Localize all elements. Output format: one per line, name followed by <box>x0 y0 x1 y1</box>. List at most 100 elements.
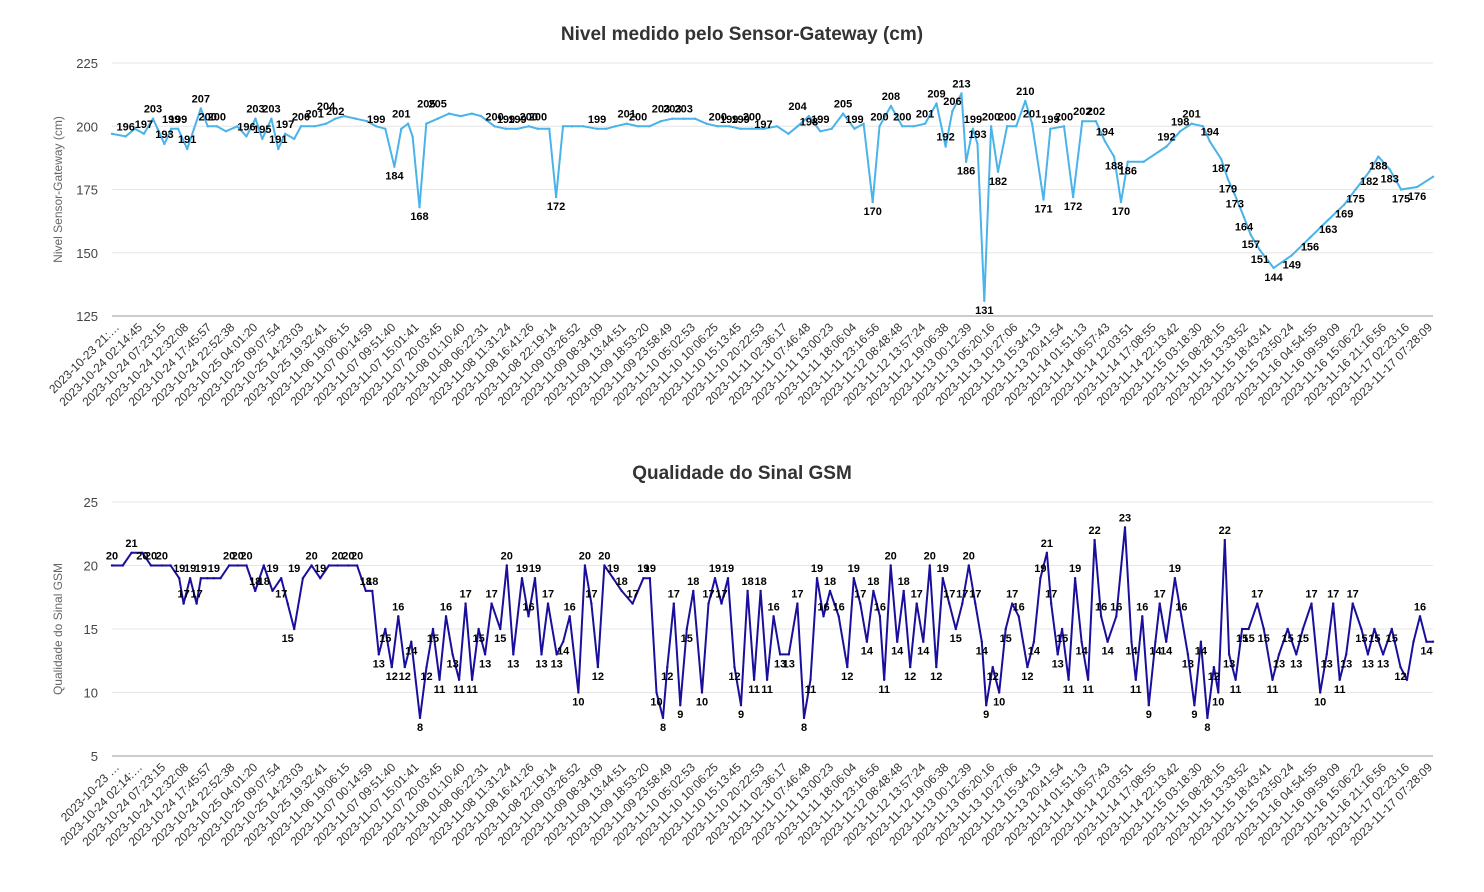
data-point <box>700 691 704 694</box>
data-point <box>1272 266 1275 270</box>
data-label: 15 <box>950 633 962 645</box>
data-point <box>1360 627 1363 631</box>
data-point <box>960 92 963 95</box>
data-point <box>935 102 938 105</box>
data-point <box>206 125 209 128</box>
data-point <box>611 577 615 580</box>
data-label: 14 <box>405 646 418 658</box>
data-point <box>1310 602 1313 605</box>
data-point <box>1180 615 1183 618</box>
data-point <box>499 627 502 631</box>
data-point <box>1141 615 1144 618</box>
data-label: 15 <box>1000 633 1012 645</box>
data-point <box>985 704 988 707</box>
data-point <box>1094 120 1098 123</box>
data-label: 194 <box>1201 126 1220 138</box>
data-point <box>142 132 146 135</box>
data-point <box>540 653 543 656</box>
data-point <box>470 112 474 115</box>
data-point <box>1126 160 1130 163</box>
data-label: 21 <box>125 538 137 550</box>
data-point <box>762 127 765 130</box>
data-label: 17 <box>1305 589 1317 601</box>
data-point <box>996 170 1000 173</box>
data-point <box>561 125 565 128</box>
data-label: 12 <box>841 671 853 683</box>
data-point <box>915 602 918 605</box>
data-label: 13 <box>783 658 795 670</box>
data-label: 21 <box>1041 538 1053 550</box>
data-point <box>1418 615 1422 618</box>
data-point <box>1262 627 1266 631</box>
data-point <box>1073 577 1077 580</box>
data-point <box>1086 678 1090 681</box>
data-point <box>807 114 811 118</box>
data-label: 10 <box>1212 697 1224 709</box>
y-axis-label: Nivel Sensor-Gateway (cm) <box>51 116 65 263</box>
data-point <box>1242 216 1246 219</box>
data-point <box>1004 627 1007 631</box>
data-point <box>577 691 580 694</box>
data-point <box>954 627 957 631</box>
data-point <box>1431 175 1435 178</box>
data-point <box>1147 704 1151 707</box>
data-point <box>1351 602 1354 605</box>
data-point <box>364 589 367 593</box>
data-label: 170 <box>864 206 882 218</box>
data-label: 19 <box>1034 563 1046 575</box>
data-label: 15 <box>1355 633 1367 645</box>
data-label: 186 <box>1119 166 1137 178</box>
data-point <box>199 107 202 110</box>
data-label: 20 <box>885 551 897 563</box>
data-label: 200 <box>520 111 538 123</box>
data-point <box>425 122 428 125</box>
data-label: 16 <box>522 601 534 613</box>
data-point <box>865 640 869 643</box>
data-point <box>1327 218 1330 222</box>
data-point <box>286 602 289 605</box>
data-label: 22 <box>1088 525 1100 537</box>
data-point <box>245 135 248 138</box>
data-point <box>1032 640 1036 643</box>
data-point <box>901 125 904 128</box>
data-label: 16 <box>767 601 779 613</box>
data-point <box>124 135 127 138</box>
data-point <box>1017 615 1020 618</box>
data-label: 11 <box>878 684 890 696</box>
data-point <box>944 145 947 148</box>
data-point <box>527 615 530 618</box>
data-point <box>151 117 155 120</box>
data-point <box>444 615 448 618</box>
data-point <box>1206 716 1209 720</box>
data-point <box>411 135 414 138</box>
data-label: 15 <box>1386 633 1398 645</box>
data-label: 201 <box>392 109 410 121</box>
data-point <box>989 125 993 128</box>
data-label: 199 <box>367 114 385 126</box>
data-label: 14 <box>917 646 930 658</box>
data-point <box>1193 704 1196 707</box>
data-point <box>1332 602 1335 605</box>
data-point <box>1050 602 1053 605</box>
data-label: 196 <box>117 121 135 133</box>
data-point <box>199 577 203 580</box>
data-point <box>1103 140 1107 143</box>
data-point <box>215 125 218 128</box>
data-point <box>787 653 790 656</box>
data-label: 163 <box>1319 224 1337 236</box>
data-point <box>1399 665 1402 669</box>
data-point <box>809 678 812 681</box>
data-label: 202 <box>1087 106 1105 118</box>
data-label: 14 <box>1028 646 1041 658</box>
data-label: 18 <box>687 576 699 588</box>
data-point <box>219 577 222 580</box>
data-point <box>1045 551 1049 554</box>
data-label: 13 <box>535 658 547 670</box>
data-point <box>1286 627 1289 631</box>
data-point <box>293 137 296 141</box>
data-point <box>682 117 685 120</box>
data-label: 16 <box>874 601 886 613</box>
data-point <box>516 127 519 130</box>
data-point <box>679 704 682 707</box>
data-label: 19 <box>288 563 300 575</box>
